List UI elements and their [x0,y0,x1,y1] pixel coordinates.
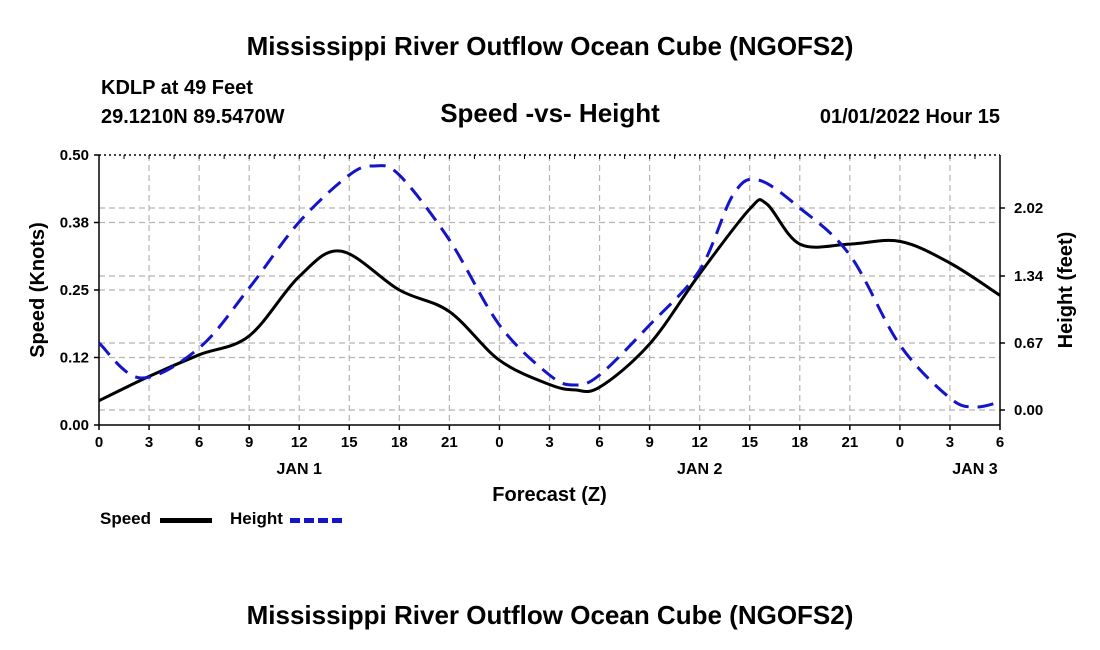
x-tick-label: 12 [691,434,708,451]
x-tick-label: 0 [896,434,904,451]
x-tick-label: 6 [996,434,1004,451]
x-tick-label: 3 [145,434,153,451]
footer-title: Mississippi River Outflow Ocean Cube (NG… [246,600,854,630]
y2-tick-label: 1.34 [1014,268,1044,285]
station-coordinates: 29.1210N 89.5470W [101,106,285,128]
date-label: JAN 1 [277,461,322,478]
x-tick-label: 9 [245,434,253,451]
date-label: JAN 3 [952,461,997,478]
x-tick-label: 15 [341,434,358,451]
x-tick-label: 6 [595,434,603,451]
x-tick-label: 21 [441,434,458,451]
x-tick-label: 18 [791,434,808,451]
x-axis-title: Forecast (Z) [492,484,606,506]
x-tick-label: 3 [545,434,553,451]
x-tick-label: 6 [195,434,203,451]
x-tick-label: 18 [391,434,408,451]
forecast-timestamp: 01/01/2022 Hour 15 [819,106,1000,128]
x-tick-label: 21 [841,434,858,451]
chart-subtitle: Speed -vs- Height [440,98,660,128]
x-tick-label: 15 [741,434,758,451]
y2-tick-label: 2.02 [1014,200,1043,217]
y2-tick-label: 0.00 [1014,402,1043,419]
legend-height-swatch [290,518,342,523]
x-tick-label: 3 [946,434,954,451]
x-tick-label: 12 [291,434,308,451]
y-axis-title: Speed (Knots) [27,222,49,358]
y-tick-label: 0.12 [60,350,89,367]
x-tick-label: 0 [95,434,103,451]
y-tick-label: 0.38 [60,215,89,232]
y-tick-label: 0.00 [60,417,89,434]
y-tick-label: 0.50 [60,147,89,164]
legend-speed-swatch [160,518,212,523]
y-tick-label: 0.25 [60,282,89,299]
speed-series-line [98,198,1001,403]
y2-tick-label: 0.67 [1014,335,1043,352]
chart-title: Mississippi River Outflow Ocean Cube (NG… [246,31,854,61]
legend-speed-label: Speed [100,509,152,528]
station-label: KDLP at 49 Feet [101,77,253,99]
y2-axis-title: Height (feet) [1055,232,1077,349]
date-label: JAN 2 [677,461,722,478]
x-tick-label: 9 [645,434,653,451]
height-series-line [97,164,1001,409]
x-tick-label: 0 [495,434,503,451]
legend-height-label: Height [230,509,283,528]
